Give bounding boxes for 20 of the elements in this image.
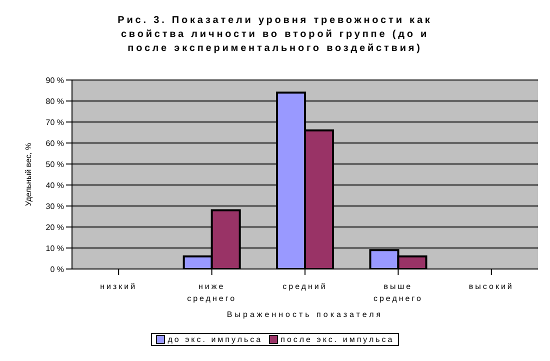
y-axis-title: Удельный вес, % (24, 142, 33, 206)
y-tick-label: 70 % (46, 118, 64, 127)
x-axis-title: Выраженность показателя (226, 310, 384, 319)
y-tick-label: 60 % (46, 138, 64, 148)
x-tick-label: выше среднего (373, 282, 423, 303)
y-tick-label: 40 % (46, 180, 64, 190)
legend-label: после экс. импульса (280, 335, 394, 344)
y-tick-label: 80 % (46, 96, 64, 106)
x-tick-label: низкий (100, 282, 138, 291)
y-tick-label: 50 % (46, 160, 64, 169)
x-tick-label: средний (282, 282, 328, 291)
y-tick-label: 0 % (50, 264, 64, 274)
x-tick-label: высокий (468, 282, 514, 291)
y-tick-label: 20 % (46, 222, 64, 232)
chart-title: Рис. 3. Показатели уровня тревожности как свойства личности во второй группе (до и после экспериментального воздействия) (116, 14, 434, 56)
y-tick-label: 90 % (46, 76, 64, 85)
y-tick-label: 10 % (46, 244, 64, 253)
y-tick-label: 30 % (46, 202, 64, 211)
legend-label: до экс. импульса (166, 335, 263, 344)
x-tick-label: ниже среднего (187, 282, 237, 303)
